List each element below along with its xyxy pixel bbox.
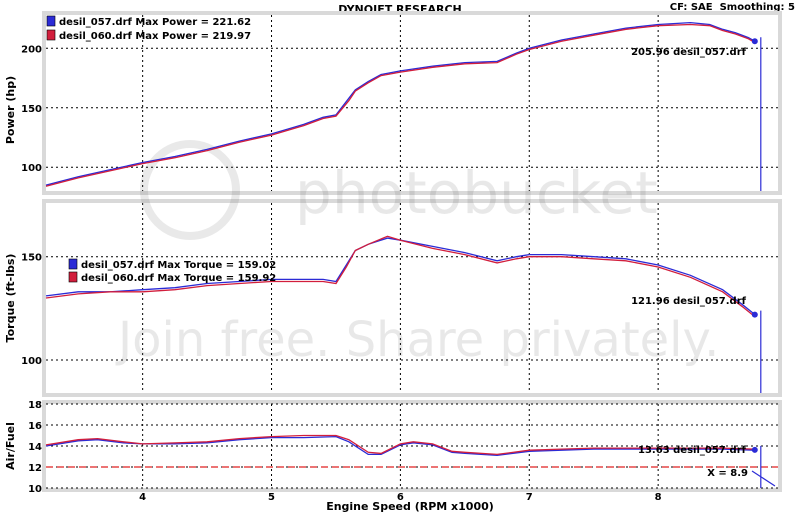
afr-ytick-label: 18 (28, 400, 42, 411)
watermark-slogan: Join free. Share privately. (115, 312, 719, 368)
legend-swatch-057 (46, 15, 56, 27)
legend-swatch-060 (46, 29, 56, 41)
power-series-desil_060 (45, 23, 756, 187)
torque-ylabel: Torque (ft-lbs) (4, 254, 17, 343)
torque-cursor-label: 121.96 desil_057.drf (631, 296, 747, 307)
power-panel (42, 11, 782, 195)
xtick-label: 5 (268, 492, 275, 503)
xtick-label: 6 (397, 492, 404, 503)
legend-swatch-057 (68, 258, 78, 270)
power-ytick-label: 150 (21, 104, 42, 115)
ticks-layer: 100 150 200 100 150 10 12 14 16 18 4 5 6 7 8 (21, 44, 662, 503)
torque-legend: desil_057.drf Max Torque = 159.02 desil_… (68, 258, 276, 284)
afr-cursor-marker (751, 446, 758, 453)
torque-cursor-marker (751, 311, 758, 318)
x-cursor-readout: X = 8.9 (707, 468, 748, 479)
power-cursor-marker (751, 38, 758, 45)
torque-legend-057: desil_057.drf Max Torque = 159.02 (81, 260, 276, 271)
torque-ytick-label: 100 (21, 356, 42, 367)
power-ytick-label: 100 (21, 163, 42, 174)
legend-swatch-060 (68, 271, 78, 283)
power-cursor-label: 205.96 desil_057.drf (631, 47, 747, 58)
afr-cursor-label: 13.63 desil_057.drf (638, 445, 747, 456)
power-legend: desil_057.drf Max Power = 221.62 desil_0… (46, 15, 251, 42)
power-legend-060: desil_060.drf Max Power = 219.97 (59, 31, 251, 42)
torque-legend-060: desil_060.drf Max Torque = 159.92 (81, 273, 276, 284)
power-legend-057: desil_057.drf Max Power = 221.62 (59, 17, 251, 28)
xtick-label: 4 (139, 492, 146, 503)
chart-settings: CF: SAE Smoothing: 5 (670, 2, 795, 13)
power-ylabel: Power (hp) (4, 76, 17, 144)
torque-series-desil_060 (45, 235, 756, 318)
power-ytick-label: 200 (21, 44, 42, 55)
power-series-desil_057 (45, 21, 756, 186)
watermark-logo (140, 140, 240, 240)
torque-series-desil_057 (45, 237, 756, 316)
torque-ytick-label: 150 (21, 253, 42, 264)
afr-ytick-label: 12 (28, 463, 42, 474)
xtick-label: 8 (655, 492, 662, 503)
x-readout-pointer (751, 470, 776, 487)
xtick-label: 7 (526, 492, 533, 503)
afr-ylabel: Air/Fuel (4, 422, 17, 470)
afr-ytick-label: 10 (28, 484, 42, 495)
watermark: photobucket Join free. Share privately. (115, 140, 719, 368)
afr-ytick-label: 16 (28, 421, 42, 432)
series-layer (45, 21, 778, 488)
afr-series-desil_060 (45, 434, 755, 456)
watermark-brand: photobucket (295, 159, 658, 227)
torque-panel (42, 199, 782, 397)
x-axis-label: Engine Speed (RPM x1000) (326, 500, 494, 513)
afr-ytick-label: 14 (28, 442, 42, 453)
